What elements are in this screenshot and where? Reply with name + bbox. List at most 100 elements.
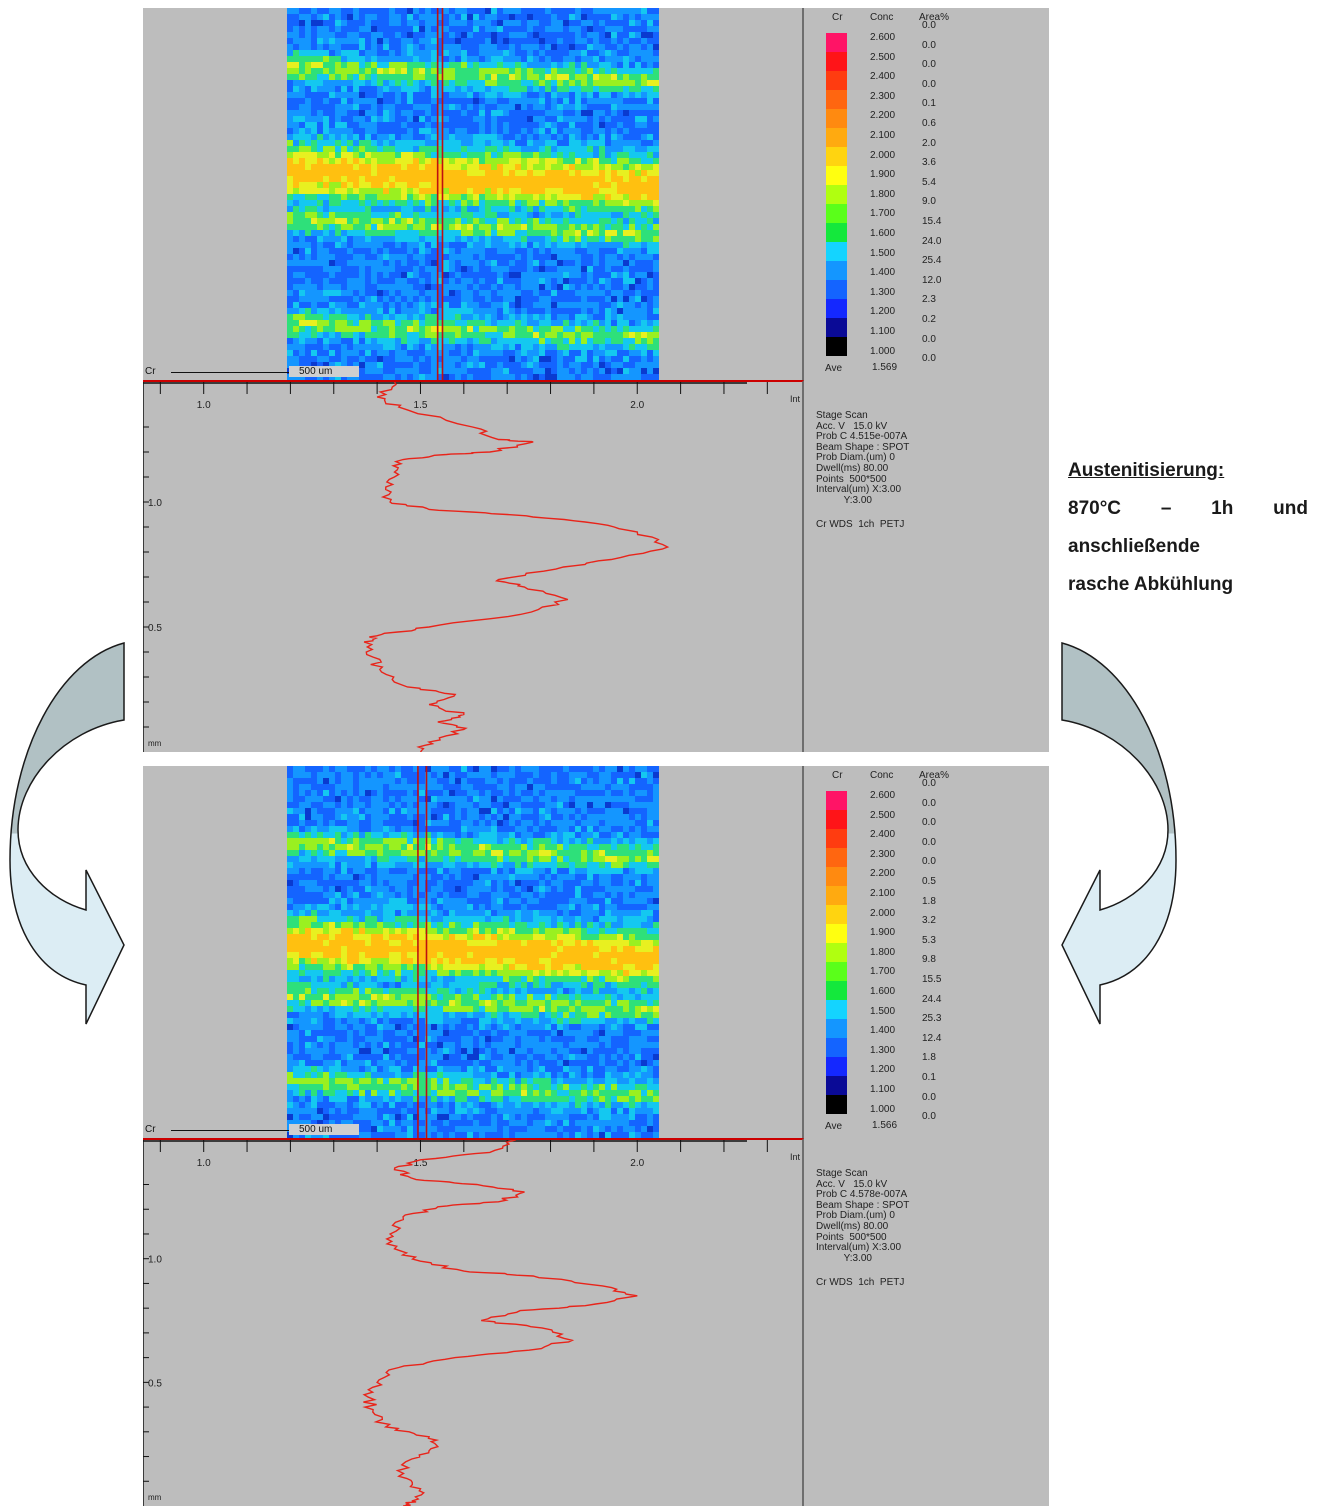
legend-swatch bbox=[826, 810, 847, 829]
legend-area: 0.0 bbox=[922, 856, 936, 868]
element-map[interactable] bbox=[287, 766, 659, 1138]
legend-header: Conc bbox=[870, 12, 894, 23]
legend-conc: 1.200 bbox=[870, 306, 896, 318]
legend-swatch bbox=[826, 962, 847, 981]
legend-conc: 1.500 bbox=[870, 247, 896, 259]
x-tick-label: 1.0 bbox=[197, 400, 211, 411]
legend-swatch bbox=[826, 337, 847, 356]
scan-info-line: Dwell(ms) 80.00 bbox=[816, 1220, 889, 1232]
analysis-panel-bottom: Cr 500 um 1.0 1.5 2.0 1.0 0.5 mm Int Cr Conc Ar… bbox=[143, 766, 1049, 1506]
legend-conc: 1.300 bbox=[870, 1044, 896, 1056]
und-text: und bbox=[1273, 498, 1308, 519]
y-tick-label: 1.0 bbox=[148, 1255, 162, 1266]
x-tick-label: 1.5 bbox=[414, 1158, 428, 1169]
scalebar: Cr 500 um bbox=[143, 366, 359, 380]
time-text: 1h bbox=[1211, 498, 1234, 519]
legend-area: 9.0 bbox=[922, 196, 936, 208]
legend-area: 12.4 bbox=[922, 1032, 942, 1044]
scan-info-line: Stage Scan bbox=[816, 410, 868, 421]
temp-text: 870°C bbox=[1068, 498, 1122, 519]
legend-ave-label: Ave bbox=[825, 1121, 843, 1132]
legend-area: 2.0 bbox=[922, 137, 936, 149]
legend-area: 12.0 bbox=[922, 274, 942, 286]
legend-swatch bbox=[826, 280, 847, 299]
legend-conc: 2.000 bbox=[870, 149, 896, 161]
legend-area: 0.0 bbox=[922, 20, 936, 31]
legend-area: 0.1 bbox=[922, 98, 936, 110]
legend-swatch bbox=[826, 867, 847, 886]
legend-header: Cr bbox=[832, 770, 843, 781]
legend-area: 0.0 bbox=[922, 59, 936, 71]
y-tick-label: 0.5 bbox=[148, 1378, 162, 1389]
legend-area: 0.0 bbox=[922, 353, 936, 365]
legend-swatch bbox=[826, 299, 847, 318]
legend-conc: 1.400 bbox=[870, 267, 896, 279]
legend-conc: 1.800 bbox=[870, 188, 896, 200]
legend-swatch bbox=[826, 924, 847, 943]
legend-swatch bbox=[826, 943, 847, 962]
y-axis-label: mm bbox=[148, 1493, 162, 1502]
color-legend: Cr Conc Area% 2.600 0.0 2.500 0.0 2.400 0.0 2.300… bbox=[806, 8, 1049, 380]
x-tick-label: 2.0 bbox=[630, 1158, 644, 1169]
legend-swatch bbox=[826, 1057, 847, 1076]
line-profile: 1.0 1.5 2.0 1.0 0.5 mm Int bbox=[143, 380, 804, 752]
legend-ave-value: 1.569 bbox=[872, 362, 898, 373]
legend-area: 0.0 bbox=[922, 817, 936, 829]
profile-series-line bbox=[362, 1140, 638, 1506]
legend-conc: 2.400 bbox=[870, 71, 896, 83]
x-tick-label: 1.5 bbox=[414, 400, 428, 411]
legend-conc: 1.600 bbox=[870, 228, 896, 239]
legend-conc: 1.100 bbox=[870, 326, 896, 337]
scalebar-element: Cr bbox=[145, 1124, 156, 1135]
x-tick-label: 1.0 bbox=[197, 1158, 211, 1169]
legend-conc: 1.700 bbox=[870, 966, 896, 978]
scalebar: Cr 500 um bbox=[143, 1124, 359, 1138]
process-line-1: 870°C – 1h und bbox=[1068, 490, 1308, 528]
legend-ave-value: 1.566 bbox=[872, 1120, 898, 1131]
legend-swatch bbox=[826, 848, 847, 867]
legend-header: Conc bbox=[870, 770, 894, 781]
legend-header: Area% bbox=[919, 770, 950, 781]
legend-swatch bbox=[826, 886, 847, 905]
legend-area: 2.3 bbox=[922, 294, 936, 306]
x-axis-label: Int bbox=[789, 1152, 800, 1162]
element-map[interactable] bbox=[287, 8, 659, 380]
y-tick-label: 1.0 bbox=[148, 498, 162, 509]
legend-area: 3.2 bbox=[922, 915, 936, 927]
legend-conc: 1.400 bbox=[870, 1025, 896, 1037]
scan-info-line: Y:3.00 bbox=[816, 1252, 872, 1264]
legend-swatch bbox=[826, 905, 847, 924]
process-heading: Austenitisierung: bbox=[1068, 460, 1225, 481]
scan-info: Stage Scan Acc. V 15.0 kV Prob C 4.515e-00… bbox=[816, 410, 909, 531]
analysis-panel-top: Cr 500 um 1.0 1.5 2.0 1.0 0.5 mm Int Cr Conc Ar… bbox=[143, 8, 1049, 752]
dash-text: – bbox=[1160, 498, 1172, 519]
x-axis-label: Int bbox=[789, 394, 800, 404]
legend-area: 15.4 bbox=[922, 216, 942, 227]
legend-area: 0.0 bbox=[922, 778, 936, 789]
scan-info-line bbox=[816, 506, 909, 520]
legend-area: 25.3 bbox=[922, 1013, 942, 1025]
legend-swatch bbox=[826, 829, 847, 848]
legend-swatch bbox=[826, 1000, 847, 1019]
scan-info-line: Dwell(ms) 80.00 bbox=[816, 462, 889, 474]
legend-conc: 2.100 bbox=[870, 888, 896, 899]
legend-swatch bbox=[826, 1019, 847, 1038]
scan-info-line: Acc. V 15.0 kV bbox=[816, 1178, 888, 1190]
scan-info-line: Interval(um) X:3.00 bbox=[816, 1242, 902, 1254]
legend-area: 5.4 bbox=[922, 176, 936, 188]
scan-info-line: Points 500*500 bbox=[816, 473, 887, 485]
scan-info-line: Prob Diam.(um) 0 bbox=[816, 1210, 895, 1222]
legend-area: 0.0 bbox=[922, 78, 936, 90]
legend-conc: 1.700 bbox=[870, 208, 896, 220]
legend-conc: 2.500 bbox=[870, 51, 896, 63]
scalebar-label: 500 um bbox=[289, 1124, 359, 1135]
legend-swatch bbox=[826, 1076, 847, 1095]
legend-swatch bbox=[826, 791, 847, 810]
legend-swatch bbox=[826, 242, 847, 261]
legend-conc: 1.000 bbox=[870, 1103, 896, 1115]
legend-swatch bbox=[826, 147, 847, 166]
scan-info: Stage Scan Acc. V 15.0 kV Prob C 4.578e-00… bbox=[816, 1168, 909, 1289]
legend-area: 24.4 bbox=[922, 993, 942, 1005]
legend-area: 9.8 bbox=[922, 954, 936, 966]
color-legend: Cr Conc Area% 2.600 0.0 2.500 0.0 2.400 0.0 2.300… bbox=[806, 766, 1049, 1138]
